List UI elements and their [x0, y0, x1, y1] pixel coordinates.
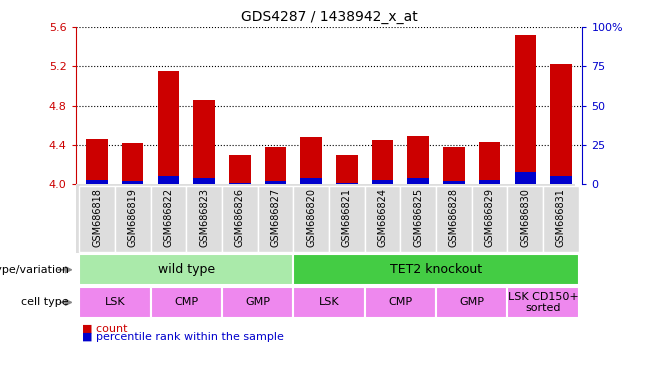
- Text: GMP: GMP: [459, 297, 484, 308]
- Bar: [301, 178, 322, 184]
- Text: GSM686818: GSM686818: [92, 188, 102, 247]
- Bar: [115, 186, 151, 252]
- Bar: [365, 186, 400, 252]
- Bar: [336, 183, 357, 184]
- Bar: [79, 186, 115, 252]
- Bar: [365, 287, 436, 318]
- Bar: [86, 139, 108, 184]
- Bar: [400, 186, 436, 252]
- Bar: [86, 180, 108, 184]
- Text: GSM686830: GSM686830: [520, 188, 530, 247]
- Bar: [329, 186, 365, 252]
- Bar: [301, 137, 322, 184]
- Bar: [122, 143, 143, 184]
- Text: LSK: LSK: [105, 297, 125, 308]
- Bar: [265, 181, 286, 184]
- Bar: [436, 186, 472, 252]
- Bar: [472, 186, 507, 252]
- Text: GSM686824: GSM686824: [378, 188, 388, 247]
- Text: GSM686828: GSM686828: [449, 188, 459, 247]
- Text: wild type: wild type: [158, 263, 215, 276]
- Bar: [443, 147, 465, 184]
- Bar: [407, 178, 429, 184]
- Bar: [336, 155, 357, 184]
- Bar: [186, 186, 222, 252]
- Bar: [407, 136, 429, 184]
- Bar: [479, 180, 500, 184]
- Bar: [79, 254, 293, 285]
- Bar: [507, 186, 543, 252]
- Bar: [193, 178, 215, 184]
- Bar: [222, 186, 258, 252]
- Bar: [79, 287, 151, 318]
- Bar: [436, 287, 507, 318]
- Bar: [229, 155, 251, 184]
- Bar: [193, 100, 215, 184]
- Bar: [293, 254, 579, 285]
- Text: LSK CD150+
sorted: LSK CD150+ sorted: [508, 291, 578, 313]
- Text: GSM686831: GSM686831: [556, 188, 566, 247]
- Text: TET2 knockout: TET2 knockout: [390, 263, 482, 276]
- Text: GSM686827: GSM686827: [270, 188, 280, 247]
- Text: ■ percentile rank within the sample: ■ percentile rank within the sample: [82, 332, 284, 342]
- Bar: [158, 71, 179, 184]
- Text: GSM686823: GSM686823: [199, 188, 209, 247]
- Bar: [151, 287, 222, 318]
- Text: GSM686826: GSM686826: [235, 188, 245, 247]
- Bar: [265, 147, 286, 184]
- Bar: [543, 186, 579, 252]
- Bar: [372, 180, 393, 184]
- Bar: [550, 64, 572, 184]
- Bar: [258, 186, 293, 252]
- Text: GSM686820: GSM686820: [306, 188, 316, 247]
- Bar: [515, 35, 536, 184]
- Text: GSM686825: GSM686825: [413, 188, 423, 247]
- Bar: [293, 287, 365, 318]
- Bar: [229, 183, 251, 184]
- Title: GDS4287 / 1438942_x_at: GDS4287 / 1438942_x_at: [241, 10, 417, 25]
- Text: LSK: LSK: [318, 297, 340, 308]
- Bar: [550, 177, 572, 184]
- Text: GSM686821: GSM686821: [342, 188, 352, 247]
- Text: cell type: cell type: [22, 297, 69, 308]
- Bar: [151, 186, 186, 252]
- Bar: [515, 172, 536, 184]
- Bar: [479, 142, 500, 184]
- Bar: [122, 181, 143, 184]
- Text: GSM686819: GSM686819: [128, 188, 138, 247]
- Bar: [507, 287, 579, 318]
- Bar: [372, 140, 393, 184]
- Text: genotype/variation: genotype/variation: [0, 265, 69, 275]
- Text: ■ count: ■ count: [82, 323, 128, 333]
- Text: CMP: CMP: [174, 297, 198, 308]
- Bar: [293, 186, 329, 252]
- Text: GSM686822: GSM686822: [163, 188, 174, 247]
- Text: GSM686829: GSM686829: [484, 188, 495, 247]
- Text: GMP: GMP: [245, 297, 270, 308]
- Bar: [158, 177, 179, 184]
- Bar: [222, 287, 293, 318]
- Text: CMP: CMP: [388, 297, 413, 308]
- Bar: [443, 181, 465, 184]
